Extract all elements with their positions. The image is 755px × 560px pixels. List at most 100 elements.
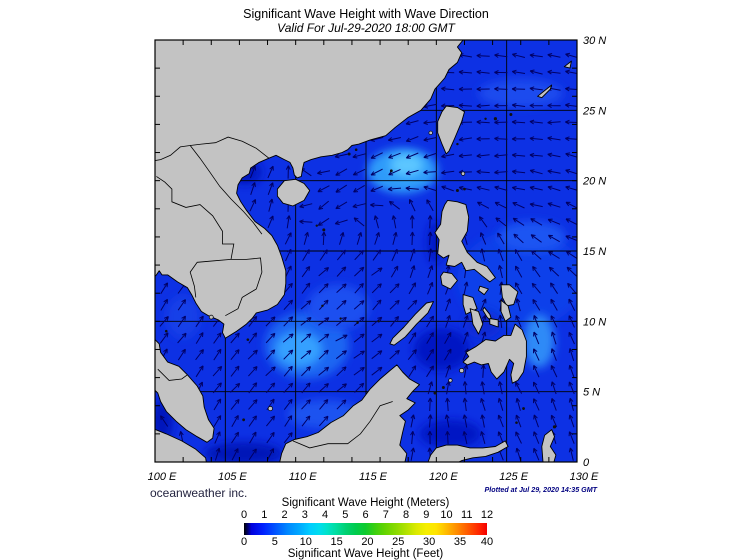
wave-direction-arrow <box>515 447 522 461</box>
wave-direction-arrow <box>249 431 257 444</box>
wave-direction-arrow <box>317 185 330 193</box>
lat-tick-label: 30 N <box>583 35 606 47</box>
country-border <box>155 136 270 161</box>
islet <box>267 405 273 412</box>
wave-direction-arrow <box>301 399 311 410</box>
land-borneo <box>279 364 420 463</box>
wave-direction-arrow <box>533 348 540 361</box>
wave-direction-arrow <box>354 266 365 277</box>
wave-direction-arrow <box>249 165 256 179</box>
islet <box>463 187 466 191</box>
wave-direction-arrow <box>336 366 347 377</box>
wave-direction-arrow <box>480 397 486 411</box>
wave-direction-arrow <box>299 219 313 225</box>
wave-direction-arrow <box>426 365 434 378</box>
wave-direction-arrow <box>515 315 522 328</box>
wave-direction-arrow <box>177 348 186 361</box>
wave-direction-arrow <box>423 120 437 125</box>
islet <box>347 152 351 156</box>
legend-meter-ticks: 0 1 2 3 4 5 6 7 8 9 10 11 12 <box>240 509 493 521</box>
wave-direction-arrow <box>408 365 417 378</box>
wave-direction-arrow <box>547 120 561 125</box>
wave-direction-arrow <box>390 265 399 278</box>
lon-tick-label: 105 E <box>218 471 247 483</box>
wave-direction-arrow <box>530 234 542 243</box>
wave-direction-arrow <box>265 316 276 327</box>
wave-direction-arrow <box>458 86 473 92</box>
wave-direction-arrow <box>405 186 419 191</box>
land-sumatra <box>155 428 207 463</box>
wave-direction-arrow <box>529 169 543 175</box>
wave-direction-arrow <box>353 316 365 326</box>
wave-direction-arrow <box>427 430 433 445</box>
islet <box>389 169 393 173</box>
wave-direction-arrow <box>405 169 419 176</box>
wave-direction-arrow <box>301 382 311 394</box>
wave-direction-arrow <box>371 283 382 294</box>
lon-tick-label: 110 E <box>289 471 318 483</box>
meter-tick-label: 0 <box>240 509 248 521</box>
wave-direction-arrow <box>497 431 504 444</box>
land-bohol <box>489 318 499 328</box>
feet-tick-label: 25 <box>392 536 405 548</box>
wave-direction-arrow <box>565 251 578 260</box>
wave-direction-arrow <box>511 52 526 58</box>
land-luzon <box>434 199 496 283</box>
wave-direction-arrow <box>318 299 329 311</box>
wave-direction-arrow <box>565 102 578 108</box>
wave-direction-arrow <box>480 364 486 378</box>
wave-direction-arrow <box>515 414 522 428</box>
country-border <box>292 401 393 449</box>
wave-direction-arrow <box>463 281 469 295</box>
wave-direction-arrow <box>284 415 293 427</box>
wave-direction-arrow <box>371 267 383 276</box>
wave-direction-arrow <box>515 265 523 278</box>
wave-direction-arrow <box>462 397 468 411</box>
sea-height-patch <box>204 442 283 463</box>
wave-direction-arrow <box>195 332 204 344</box>
islet <box>493 117 498 121</box>
wave-direction-arrow <box>494 136 508 142</box>
wave-direction-arrow <box>426 332 434 344</box>
wave-direction-arrow <box>476 53 490 59</box>
wave-direction-arrow <box>533 414 539 428</box>
wave-direction-arrow <box>426 315 434 328</box>
wave-direction-arrow <box>248 315 258 327</box>
wave-direction-arrow <box>494 153 508 159</box>
small-islands-layer <box>164 113 557 429</box>
wave-direction-arrow <box>531 250 542 260</box>
wave-direction-arrow <box>266 448 275 461</box>
meter-tick-label: 5 <box>342 509 349 521</box>
wave-direction-arrow <box>230 332 240 344</box>
wave-direction-arrow <box>266 431 275 444</box>
wave-direction-arrow <box>427 414 433 428</box>
islet <box>242 418 246 422</box>
wave-direction-arrow <box>479 232 487 245</box>
wave-direction-arrow <box>352 168 366 176</box>
wave-direction-arrow <box>513 233 524 244</box>
wave-direction-arrow <box>547 234 560 243</box>
wave-direction-arrow <box>334 153 348 159</box>
feet-tick-label: 35 <box>453 536 467 548</box>
wave-direction-arrow <box>336 249 346 261</box>
wave-direction-arrow <box>568 447 574 461</box>
wave-direction-arrow <box>529 86 543 92</box>
wave-direction-arrow <box>476 153 490 159</box>
wave-direction-arrow <box>353 333 365 343</box>
wave-direction-arrow <box>462 381 468 395</box>
feet-tick-label: 15 <box>330 536 343 548</box>
wave-direction-arrow <box>374 231 380 245</box>
wave-direction-arrow <box>231 448 239 461</box>
wave-direction-arrow <box>334 219 348 225</box>
wave-direction-arrow <box>410 414 416 428</box>
wave-direction-arrow <box>497 264 503 279</box>
wave-direction-arrow <box>352 153 366 159</box>
wave-direction-arrow <box>177 315 186 328</box>
wave-direction-arrow <box>568 397 574 411</box>
wave-direction-arrow <box>497 232 505 245</box>
wave-direction-arrow <box>426 348 434 361</box>
wave-direction-arrow <box>282 333 294 343</box>
wave-direction-arrow <box>511 152 526 158</box>
land-okinawa <box>537 84 553 99</box>
